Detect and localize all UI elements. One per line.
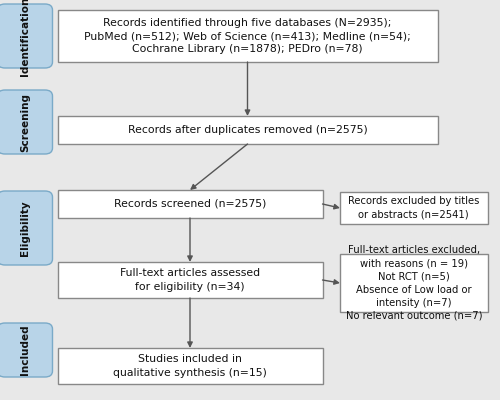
FancyBboxPatch shape (0, 90, 52, 154)
Text: Screening: Screening (20, 92, 30, 152)
FancyBboxPatch shape (0, 4, 52, 68)
Text: Records after duplicates removed (n=2575): Records after duplicates removed (n=2575… (128, 125, 368, 135)
FancyBboxPatch shape (58, 348, 322, 384)
Text: Records identified through five databases (N=2935);
PubMed (n=512); Web of Scien: Records identified through five database… (84, 18, 411, 54)
Text: Records excluded by titles
or abstracts (n=2541): Records excluded by titles or abstracts … (348, 196, 480, 220)
FancyBboxPatch shape (58, 10, 438, 62)
FancyBboxPatch shape (58, 190, 322, 218)
Text: Included: Included (20, 325, 30, 375)
FancyBboxPatch shape (0, 323, 52, 377)
Text: Studies included in
qualitative synthesis (n=15): Studies included in qualitative synthesi… (113, 354, 267, 378)
FancyBboxPatch shape (58, 116, 438, 144)
Text: Identification: Identification (20, 0, 30, 76)
FancyBboxPatch shape (340, 192, 488, 224)
FancyBboxPatch shape (340, 254, 488, 312)
FancyBboxPatch shape (58, 262, 322, 298)
Text: Eligibility: Eligibility (20, 200, 30, 256)
FancyBboxPatch shape (0, 191, 52, 265)
Text: Full-text articles assessed
for eligibility (n=34): Full-text articles assessed for eligibil… (120, 268, 260, 292)
Text: Full-text articles excluded,
with reasons (n = 19)
Not RCT (n=5)
Absence of Low : Full-text articles excluded, with reason… (346, 245, 482, 321)
Text: Records screened (n=2575): Records screened (n=2575) (114, 199, 266, 209)
